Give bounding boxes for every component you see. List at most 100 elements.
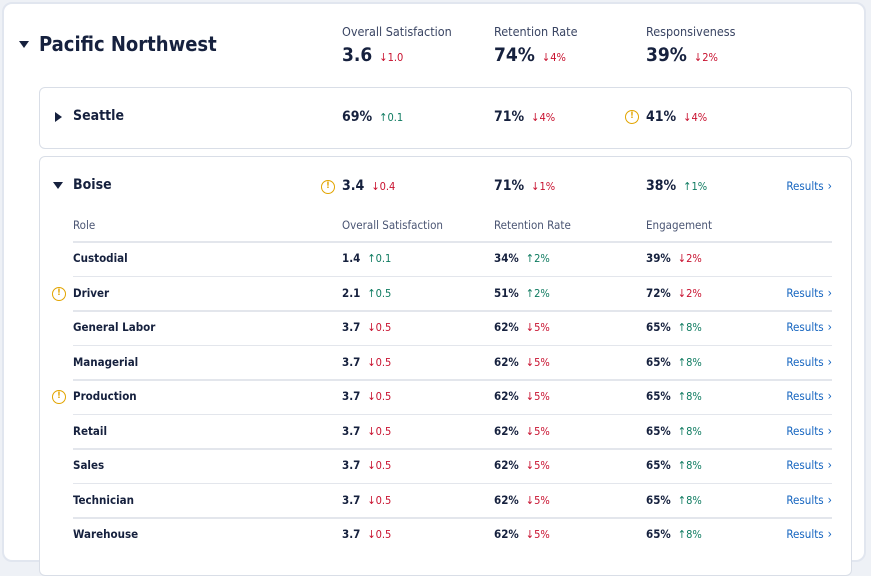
- column-header[interactable]: Overall Satisfaction: [342, 218, 443, 232]
- metric-value-group: 65% ↑8%: [646, 355, 702, 369]
- results-link[interactable]: Results ›: [786, 286, 832, 300]
- metric-value-group: 62% ↓5%: [494, 493, 550, 507]
- arrow-down-icon: ↓: [683, 111, 692, 124]
- metric-value: 62%: [494, 423, 519, 438]
- metric-value-group: 72% ↓2%: [646, 286, 702, 300]
- role-name: Sales: [73, 458, 105, 472]
- delta-value: 0.5: [375, 528, 392, 541]
- results-label: Results: [786, 354, 824, 369]
- metric-value: 71%: [494, 109, 525, 125]
- row-divider: [73, 448, 832, 450]
- results-label: Results: [786, 179, 824, 193]
- metric-delta: ↓0.4: [371, 180, 395, 193]
- metric-delta: ↑0.5: [367, 287, 391, 300]
- chevron-right-icon: ›: [827, 389, 832, 403]
- metric-value-group: 62% ↓5%: [494, 458, 550, 472]
- delta-value: 0.5: [375, 424, 392, 438]
- arrow-down-icon: ↓: [525, 528, 535, 541]
- column-header[interactable]: Engagement: [646, 218, 713, 232]
- warning-icon: !: [52, 390, 66, 404]
- delta-value: 0.4: [379, 180, 396, 193]
- arrow-down-icon: ↓: [371, 180, 380, 193]
- arrow-down-icon: ↓: [677, 286, 687, 300]
- metric-value-group: 65% ↑8%: [646, 424, 702, 438]
- results-link[interactable]: Results ›: [786, 424, 832, 438]
- delta-value: 1%: [691, 180, 708, 193]
- metric-value-group: 65% ↑8%: [646, 389, 702, 403]
- metric-value: 65%: [646, 354, 671, 369]
- metric-delta: ↓0.5: [367, 528, 391, 541]
- metric-value-group: 38% ↑1%: [646, 178, 707, 194]
- metric-value: 62%: [494, 320, 519, 334]
- results-link[interactable]: Results ›: [786, 389, 832, 403]
- metric-value: 71%: [494, 178, 525, 194]
- metric-value: 62%: [494, 527, 519, 541]
- metric-delta: ↑2%: [526, 287, 550, 300]
- collapse-region-toggle[interactable]: [19, 41, 29, 48]
- delta-value: 8%: [686, 459, 702, 472]
- metric-value-group: 65% ↑8%: [646, 527, 702, 541]
- metric-delta: ↑8%: [678, 356, 702, 369]
- delta-value: 5%: [534, 493, 550, 507]
- results-label: Results: [786, 458, 824, 472]
- metric-delta: ↓0.5: [367, 494, 391, 507]
- metric-label: Responsiveness: [646, 24, 736, 39]
- arrow-up-icon: ↑: [379, 111, 388, 124]
- arrow-down-icon: ↓: [531, 111, 540, 124]
- row-divider: [73, 241, 832, 243]
- results-label: Results: [786, 389, 824, 403]
- arrow-down-icon: ↓: [525, 390, 535, 403]
- metric-value-group: 74% ↓4%: [494, 44, 566, 66]
- arrow-up-icon: ↑: [677, 390, 687, 403]
- arrow-up-icon: ↑: [677, 459, 687, 472]
- metric-value-group: 41% ↓4%: [646, 109, 707, 125]
- metric-value: 2.1: [342, 285, 361, 300]
- metric-value: 62%: [494, 492, 519, 507]
- column-header[interactable]: Role: [73, 218, 96, 232]
- delta-value: 0.5: [375, 286, 392, 300]
- role-name: Production: [73, 389, 137, 403]
- arrow-down-icon: ↓: [531, 180, 540, 193]
- delta-value: 5%: [534, 528, 550, 541]
- collapse-city-toggle[interactable]: [53, 182, 63, 189]
- arrow-up-icon: ↑: [677, 424, 687, 438]
- arrow-down-icon: ↓: [367, 493, 376, 507]
- metric-delta: ↓5%: [526, 390, 550, 403]
- metric-value-group: 65% ↑8%: [646, 320, 702, 334]
- metric-value: 65%: [646, 458, 671, 472]
- metric-value: 3.7: [342, 389, 361, 403]
- metric-value-group: 39% ↓2%: [646, 44, 718, 66]
- metric-delta: ↓5%: [526, 425, 550, 438]
- metric-value-group: 3.7 ↓0.5: [342, 458, 391, 472]
- arrow-down-icon: ↓: [677, 252, 687, 265]
- warning-icon: !: [625, 110, 639, 124]
- metric-value-group: 62% ↓5%: [494, 389, 550, 403]
- column-header[interactable]: Retention Rate: [494, 218, 571, 232]
- metric-delta: ↓2%: [678, 287, 702, 300]
- row-divider: [73, 482, 832, 484]
- results-link[interactable]: Results ›: [786, 458, 832, 472]
- metric-delta: ↑0.1: [367, 252, 391, 265]
- metric-value-group: 3.7 ↓0.5: [342, 320, 391, 334]
- chevron-right-icon: ›: [827, 423, 832, 438]
- delta-value: 4%: [691, 111, 708, 124]
- arrow-down-icon: ↓: [379, 51, 388, 64]
- arrow-up-icon: ↑: [525, 252, 535, 265]
- arrow-down-icon: ↓: [693, 51, 703, 64]
- results-link[interactable]: Results ›: [786, 493, 832, 507]
- delta-value: 4%: [550, 51, 566, 64]
- metric-value-group: 3.7 ↓0.5: [342, 355, 391, 369]
- metric-delta: ↓2%: [678, 252, 702, 265]
- results-link[interactable]: Results ›: [786, 527, 832, 541]
- role-name: General Labor: [73, 320, 156, 334]
- metric-value-group: 62% ↓5%: [494, 355, 550, 369]
- expand-city-toggle[interactable]: [55, 112, 62, 122]
- arrow-down-icon: ↓: [367, 424, 376, 438]
- results-link[interactable]: Results ›: [786, 179, 832, 193]
- metric-delta: ↓5%: [526, 459, 550, 472]
- arrow-up-icon: ↑: [367, 286, 376, 300]
- results-link[interactable]: Results ›: [786, 320, 832, 334]
- results-link[interactable]: Results ›: [786, 355, 832, 369]
- delta-value: 5%: [534, 355, 550, 369]
- arrow-down-icon: ↓: [525, 321, 535, 334]
